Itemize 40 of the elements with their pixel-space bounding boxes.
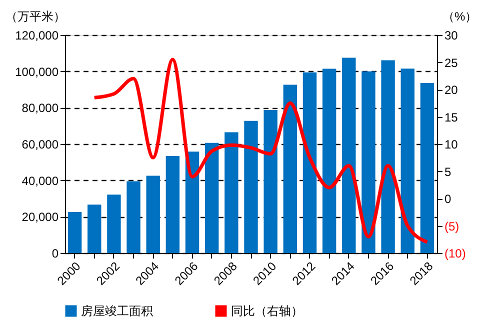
y-tick-label: 20,000 bbox=[22, 210, 59, 224]
y-tick-label: 0 bbox=[52, 246, 59, 260]
legend-label: 房屋竣工面积 bbox=[81, 304, 153, 318]
y2-tick-label: (10) bbox=[444, 246, 466, 260]
bar bbox=[68, 212, 82, 253]
bar bbox=[224, 132, 238, 253]
bar bbox=[126, 181, 140, 253]
bar bbox=[264, 110, 278, 253]
y2-tick-label: (5) bbox=[444, 219, 460, 234]
bar bbox=[166, 156, 180, 253]
y2-tick-label: 10 bbox=[444, 138, 458, 152]
y2-tick-label: 20 bbox=[444, 83, 458, 97]
bar bbox=[88, 204, 102, 253]
bar bbox=[322, 68, 336, 253]
y2-tick-label: 5 bbox=[444, 164, 452, 179]
y2-tick-label: 15 bbox=[444, 110, 458, 124]
bar bbox=[342, 58, 356, 253]
bar bbox=[362, 71, 376, 253]
y-tick-label: 120,000 bbox=[15, 28, 59, 42]
bar bbox=[146, 176, 160, 253]
bar bbox=[244, 120, 258, 253]
bar bbox=[302, 72, 317, 253]
y-tick-label: 40,000 bbox=[22, 174, 59, 188]
bar bbox=[204, 142, 219, 253]
y-tick-label: 80,000 bbox=[22, 101, 59, 116]
bar bbox=[420, 82, 434, 253]
bar bbox=[381, 60, 395, 253]
y-tick-label: 100,000 bbox=[15, 64, 59, 79]
bar bbox=[283, 84, 298, 253]
y-tick-label: 60,000 bbox=[22, 138, 59, 152]
y2-axis-title: （%） bbox=[442, 10, 478, 24]
y-axis-title: （万平米） bbox=[6, 10, 66, 24]
y2-tick-label: 0 bbox=[444, 192, 452, 206]
bar bbox=[185, 152, 200, 253]
bar bbox=[400, 68, 414, 253]
line-series bbox=[92, 58, 429, 244]
y2-tick-label: 30 bbox=[444, 28, 458, 42]
legend-label: 同比（右轴） bbox=[231, 304, 303, 318]
bar bbox=[107, 194, 121, 253]
y2-tick-label: 25 bbox=[444, 56, 458, 70]
